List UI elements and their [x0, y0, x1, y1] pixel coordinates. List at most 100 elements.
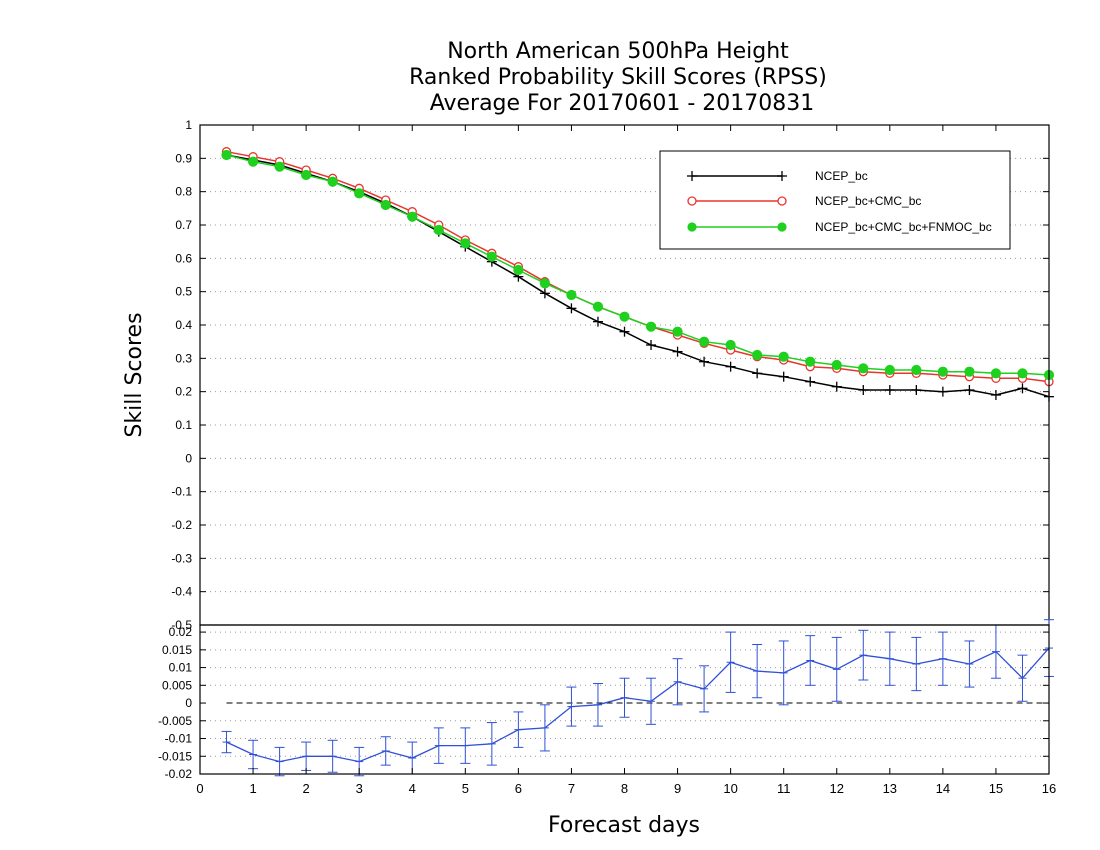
x-tick-label: 10 [723, 781, 737, 796]
series-3-point [858, 363, 869, 374]
x-tick-label: 6 [515, 781, 522, 796]
title-line-1: North American 500hPa Height [447, 39, 789, 64]
series-1-point [911, 385, 922, 395]
bottom-y-tick-label: 0.005 [162, 678, 192, 692]
bottom-y-tick-label: -0.02 [165, 767, 193, 781]
series-1-point [964, 385, 975, 395]
legend-label-3: NCEP_bc+CMC_bc+FNMOC_bc [815, 220, 992, 234]
series-3-point [1017, 368, 1028, 379]
title-line-2: Ranked Probability Skill Scores (RPSS) [409, 65, 827, 90]
x-ticks: 0 1 2 3 4 5 6 7 8 9 10 11 12 13 14 15 16 [196, 125, 1056, 796]
top-y-tick-label: 0 [185, 451, 192, 465]
top-y-tick-label: 0.4 [175, 318, 192, 332]
error-bar [858, 629, 869, 681]
series-3-point [778, 351, 789, 362]
error-bar [592, 683, 603, 727]
difference-panel: 0.02 0.015 0.01 0.005 0 -0.005 -0.01 -0.015 -0.0… [158, 125, 1056, 796]
error-bar [327, 739, 338, 773]
bottom-series [221, 619, 1054, 777]
error-bar [248, 739, 259, 770]
top-y-ticks: 1 0.9 0.8 0.7 0.6 0.5 0.4 0.3 0.2 0.1 0 -0.1 -0.2 -0.… [171, 118, 1049, 632]
legend-box [659, 150, 1011, 250]
error-bar [725, 631, 736, 693]
top-y-tick-label: -0.3 [171, 551, 192, 565]
series-3-point [592, 301, 604, 312]
bottom-gridlines [200, 631, 1049, 757]
series-3-point [486, 251, 497, 262]
series-3-point [327, 176, 338, 187]
error-bar [646, 677, 657, 725]
x-tick-label: 2 [303, 781, 310, 796]
top-y-tick-label: -0.4 [171, 585, 192, 599]
series-1-point [884, 385, 895, 395]
series-3-point [539, 278, 551, 289]
y-axis-label: Skill Scores [122, 312, 147, 437]
error-bar [831, 636, 842, 702]
error-bar [937, 631, 948, 686]
difference-line [226, 647, 1050, 763]
error-bar [274, 746, 285, 777]
series-3-point [301, 169, 312, 181]
x-tick-label: 4 [409, 781, 416, 796]
error-bar [221, 730, 232, 754]
series-3-point [354, 188, 365, 199]
series-3-point [380, 199, 391, 211]
series-3-point [911, 364, 922, 376]
series-3-point [513, 264, 524, 276]
bottom-y-tick-label: 0.02 [169, 625, 193, 639]
chart-title: North American 500hPa Height Ranked Prob… [409, 39, 827, 116]
error-bar [884, 631, 895, 686]
top-y-tick-label: 0.5 [175, 285, 192, 299]
series-1-point [990, 390, 1001, 400]
series-3-point [407, 211, 418, 222]
legend-label-2: NCEP_bc+CMC_bc [815, 194, 921, 208]
x-tick-label: 11 [777, 781, 791, 796]
x-tick-label: 14 [936, 781, 950, 796]
series-3-point [672, 326, 683, 337]
legend-marker [777, 222, 787, 232]
error-bar [619, 677, 630, 718]
top-series-lines [221, 147, 1055, 402]
series-3-point [247, 156, 259, 167]
series-3-point [805, 356, 816, 367]
bottom-y-tick-label: 0.015 [162, 643, 192, 657]
x-tick-label: 9 [674, 781, 681, 796]
bottom-y-tick-label: -0.015 [158, 749, 192, 763]
title-line-3: Average For 20170601 - 20170831 [430, 91, 815, 116]
series-1-point [1017, 383, 1028, 394]
top-y-tick-label: 0.2 [175, 385, 192, 399]
error-bar [990, 624, 1001, 679]
top-y-tick-label: 0.9 [175, 151, 192, 165]
error-bar [513, 711, 524, 748]
series-1-point [539, 288, 550, 299]
series-3-point [274, 161, 285, 172]
error-bar [752, 644, 763, 699]
error-bar [486, 722, 497, 766]
series-1-point [725, 361, 736, 372]
series-3-point [619, 311, 630, 322]
skill-score-panel: 1 0.9 0.8 0.7 0.6 0.5 0.4 0.3 0.2 0.1 0 -0.1 -0.2 -0.… [171, 118, 1055, 632]
x-tick-label: 16 [1042, 781, 1056, 796]
x-tick-label: 5 [462, 781, 469, 796]
top-y-tick-label: 0.8 [175, 185, 192, 199]
bottom-y-tick-label: -0.01 [165, 732, 193, 746]
x-tick-label: 8 [621, 781, 628, 796]
series-3-point [831, 359, 842, 371]
top-y-tick-label: 0.6 [175, 251, 192, 265]
series-1-point [592, 316, 603, 327]
error-bar [699, 665, 710, 713]
x-tick-label: 13 [883, 781, 897, 796]
x-axis-label: Forecast days [548, 813, 700, 838]
error-bar [539, 704, 550, 752]
series-1-point [699, 356, 710, 367]
bottom-y-ticks: 0.02 0.015 0.01 0.005 0 -0.005 -0.01 -0.015 -0.0… [158, 625, 1049, 781]
series-3-point [460, 238, 471, 249]
x-tick-label: 15 [989, 781, 1003, 796]
error-bar [460, 727, 471, 764]
error-bar [1017, 654, 1028, 702]
legend-marker [777, 196, 787, 206]
series-1-point [646, 340, 657, 350]
bottom-y-tick-label: -0.005 [158, 714, 192, 728]
series-1-point [566, 303, 577, 314]
series-1-point [752, 368, 763, 379]
